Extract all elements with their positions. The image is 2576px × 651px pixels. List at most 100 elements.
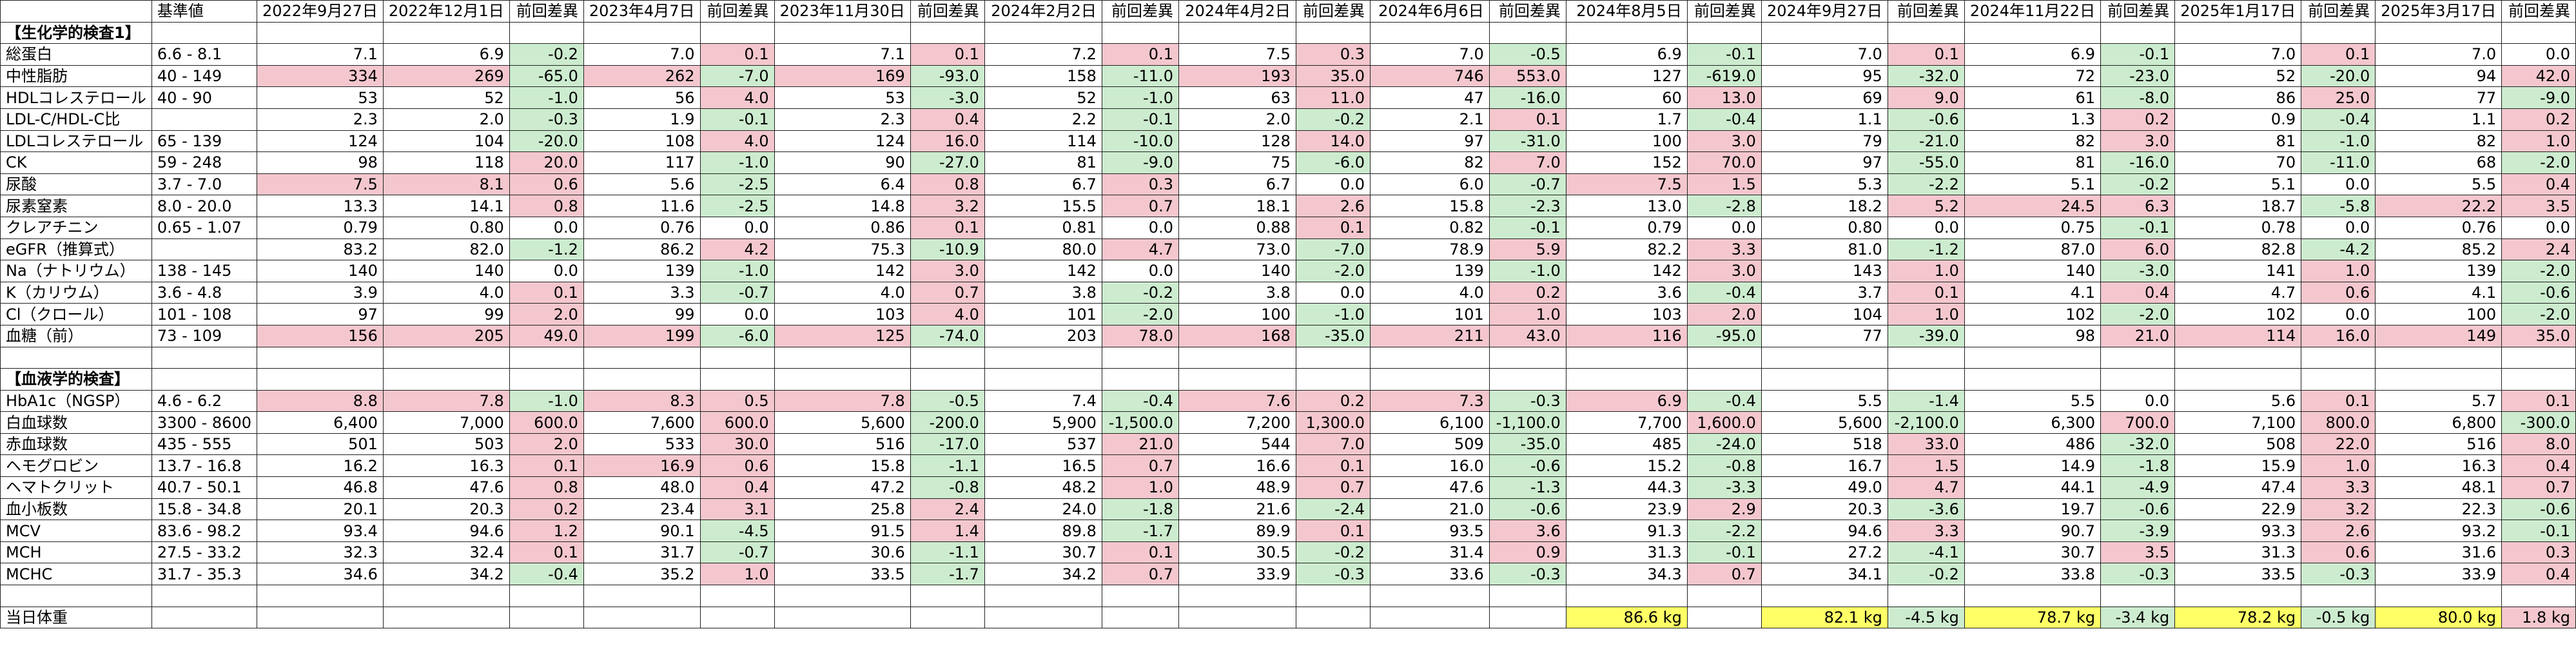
- value-cell[interactable]: 15.8: [774, 454, 911, 478]
- difference-cell[interactable]: 0.4: [2100, 281, 2176, 304]
- value-cell[interactable]: 5.7: [2375, 389, 2503, 413]
- weight-value-cell[interactable]: -4.5 kg: [1887, 606, 1965, 629]
- empty-cell[interactable]: [1887, 21, 1965, 44]
- value-cell[interactable]: 90: [774, 151, 911, 174]
- difference-cell[interactable]: 1.0: [1887, 260, 1965, 282]
- test-name-cell[interactable]: 中性脂肪: [0, 64, 152, 88]
- test-name-cell[interactable]: LDL-C/HDL-C比: [0, 108, 152, 131]
- test-name-cell[interactable]: Na（ナトリウム）: [0, 260, 152, 282]
- value-cell[interactable]: 142: [984, 260, 1102, 282]
- empty-cell[interactable]: [151, 21, 257, 44]
- difference-cell[interactable]: 6.3: [2100, 195, 2176, 217]
- difference-cell[interactable]: -1.2: [509, 238, 584, 261]
- reference-range-cell[interactable]: 138 - 145: [151, 260, 257, 282]
- value-cell[interactable]: 20.3: [382, 498, 510, 521]
- value-cell[interactable]: 86: [2174, 86, 2302, 109]
- difference-cell[interactable]: 1.0: [2301, 260, 2376, 282]
- difference-cell[interactable]: -39.0: [1887, 324, 1965, 347]
- value-cell[interactable]: 124: [774, 130, 911, 153]
- value-cell[interactable]: 746: [1370, 64, 1490, 88]
- empty-cell[interactable]: [509, 346, 584, 369]
- value-cell[interactable]: 118: [382, 151, 510, 174]
- difference-cell[interactable]: 35.0: [2501, 324, 2576, 347]
- difference-cell[interactable]: -32.0: [1887, 64, 1965, 88]
- value-cell[interactable]: 537: [984, 432, 1102, 456]
- difference-cell[interactable]: 1.0: [699, 563, 775, 586]
- value-cell[interactable]: 89.9: [1178, 520, 1296, 542]
- difference-cell[interactable]: -93.0: [910, 64, 985, 88]
- reference-range-cell[interactable]: [151, 238, 257, 261]
- value-cell[interactable]: 6.4: [774, 173, 911, 196]
- value-cell[interactable]: 100: [1178, 303, 1296, 326]
- difference-cell[interactable]: 0.1: [1101, 43, 1179, 66]
- value-cell[interactable]: 0.86: [774, 216, 911, 239]
- value-cell[interactable]: 97: [1370, 130, 1490, 153]
- empty-cell[interactable]: [1964, 346, 2102, 369]
- value-cell[interactable]: 15.5: [984, 195, 1102, 217]
- empty-cell[interactable]: [1761, 21, 1888, 44]
- difference-cell[interactable]: -9.0: [1101, 151, 1179, 174]
- difference-cell[interactable]: -7.0: [699, 64, 775, 88]
- weight-value-cell[interactable]: [910, 606, 985, 629]
- value-cell[interactable]: 98: [256, 151, 384, 174]
- empty-cell[interactable]: [2174, 368, 2302, 391]
- empty-cell[interactable]: [2375, 368, 2503, 391]
- header-date-cell[interactable]: 前回差異: [1887, 0, 1965, 23]
- empty-cell[interactable]: [1686, 368, 1762, 391]
- value-cell[interactable]: 97: [1761, 151, 1888, 174]
- header-date-cell[interactable]: 2024年8月5日: [1565, 0, 1688, 23]
- difference-cell[interactable]: 7.0: [1488, 151, 1566, 174]
- empty-cell[interactable]: [382, 585, 510, 607]
- value-cell[interactable]: 7.4: [984, 389, 1102, 413]
- difference-cell[interactable]: 21.0: [2100, 324, 2176, 347]
- difference-cell[interactable]: 3.5: [2100, 541, 2176, 564]
- difference-cell[interactable]: 0.1: [1295, 216, 1371, 239]
- value-cell[interactable]: 27.2: [1761, 541, 1888, 564]
- value-cell[interactable]: 47.4: [2174, 476, 2302, 499]
- value-cell[interactable]: 114: [2174, 324, 2302, 347]
- reference-range-cell[interactable]: 83.6 - 98.2: [151, 520, 257, 542]
- value-cell[interactable]: 95: [1761, 64, 1888, 88]
- difference-cell[interactable]: 0.4: [910, 108, 985, 131]
- empty-cell[interactable]: [2174, 346, 2302, 369]
- value-cell[interactable]: 0.80: [382, 216, 510, 239]
- difference-cell[interactable]: 0.2: [1488, 281, 1566, 304]
- value-cell[interactable]: 1.9: [583, 108, 701, 131]
- value-cell[interactable]: 24.0: [984, 498, 1102, 521]
- value-cell[interactable]: 6,300: [1964, 411, 2102, 434]
- empty-cell[interactable]: [2375, 346, 2503, 369]
- value-cell[interactable]: 86.2: [583, 238, 701, 261]
- difference-cell[interactable]: 0.0: [1295, 281, 1371, 304]
- empty-cell[interactable]: [2501, 585, 2576, 607]
- empty-cell[interactable]: [1178, 21, 1296, 44]
- empty-cell[interactable]: [2301, 368, 2376, 391]
- value-cell[interactable]: 94: [2375, 64, 2503, 88]
- value-cell[interactable]: 82.0: [382, 238, 510, 261]
- difference-cell[interactable]: -0.3: [2100, 563, 2176, 586]
- value-cell[interactable]: 7.5: [1565, 173, 1688, 196]
- value-cell[interactable]: 83.2: [256, 238, 384, 261]
- value-cell[interactable]: 108: [583, 130, 701, 153]
- value-cell[interactable]: 6.7: [1178, 173, 1296, 196]
- value-cell[interactable]: 14.8: [774, 195, 911, 217]
- weight-label-cell[interactable]: 当日体重: [0, 606, 152, 629]
- empty-cell[interactable]: [583, 346, 701, 369]
- value-cell[interactable]: 16.3: [2375, 454, 2503, 478]
- empty-cell[interactable]: [1686, 585, 1762, 607]
- difference-cell[interactable]: 0.1: [699, 43, 775, 66]
- empty-cell[interactable]: [1178, 346, 1296, 369]
- value-cell[interactable]: 75: [1178, 151, 1296, 174]
- difference-cell[interactable]: -1.2: [1887, 238, 1965, 261]
- reference-range-cell[interactable]: 31.7 - 35.3: [151, 563, 257, 586]
- value-cell[interactable]: 16.7: [1761, 454, 1888, 478]
- difference-cell[interactable]: 4.2: [699, 238, 775, 261]
- value-cell[interactable]: 81.0: [1761, 238, 1888, 261]
- value-cell[interactable]: 7.0: [1761, 43, 1888, 66]
- difference-cell[interactable]: 0.1: [509, 454, 584, 478]
- difference-cell[interactable]: 700.0: [2100, 411, 2176, 434]
- difference-cell[interactable]: -4.9: [2100, 476, 2176, 499]
- value-cell[interactable]: 516: [2375, 432, 2503, 456]
- value-cell[interactable]: 103: [774, 303, 911, 326]
- value-cell[interactable]: 533: [583, 432, 701, 456]
- empty-cell[interactable]: [151, 606, 257, 629]
